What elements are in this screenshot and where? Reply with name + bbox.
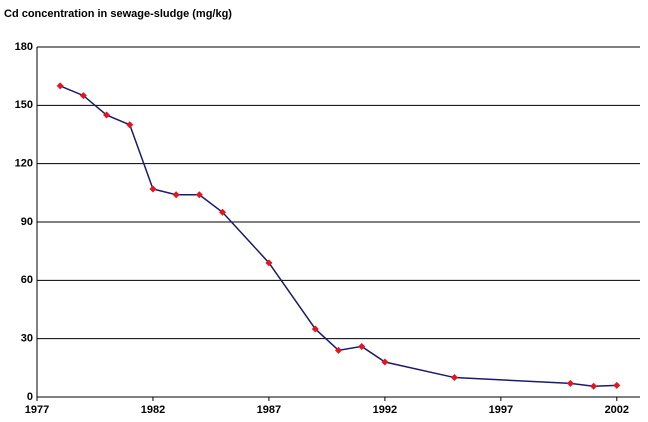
marker <box>450 374 458 382</box>
y-tick-label: 180 <box>15 41 33 53</box>
marker <box>79 92 87 100</box>
x-tick-label: 1982 <box>141 404 165 416</box>
marker <box>566 379 574 387</box>
marker <box>103 111 111 119</box>
marker <box>126 121 134 129</box>
chart-title: Cd concentration in sewage-sludge (mg/kg… <box>4 8 232 20</box>
y-tick-label: 150 <box>15 99 33 111</box>
marker <box>56 82 64 90</box>
marker <box>381 358 389 366</box>
marker <box>311 325 319 333</box>
y-tick-label: 0 <box>27 391 33 403</box>
line <box>59 85 617 388</box>
x-tick-label: 1977 <box>25 404 49 416</box>
marker <box>219 208 227 216</box>
y-tick-label: 30 <box>21 333 33 345</box>
marker <box>613 381 621 389</box>
marker <box>335 346 342 354</box>
y-tick-label: 90 <box>21 216 33 228</box>
marker <box>265 259 273 267</box>
x-tick-label: 1992 <box>373 404 397 416</box>
x-tick-label: 1987 <box>257 404 281 416</box>
marker <box>590 382 598 390</box>
marker <box>172 191 180 199</box>
marker <box>358 342 366 350</box>
marker <box>195 191 203 199</box>
y-tick-label: 120 <box>15 158 33 170</box>
y-tick-label: 60 <box>21 274 33 286</box>
x-tick-label: 2002 <box>605 404 629 416</box>
marker <box>149 185 157 193</box>
x-tick-label: 1997 <box>489 404 513 416</box>
